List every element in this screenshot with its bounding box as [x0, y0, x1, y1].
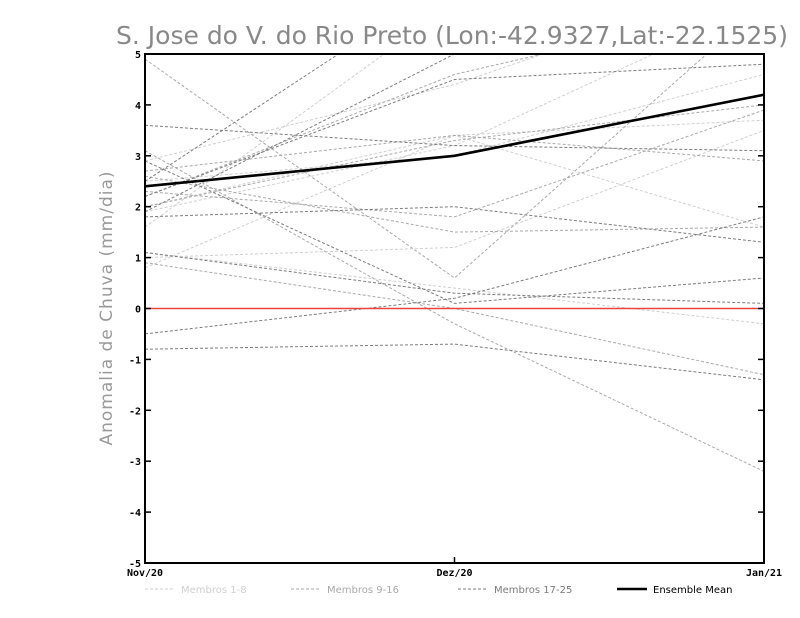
chart-title: S. Jose do V. do Rio Preto (Lon:-42.9327…	[116, 21, 788, 50]
y-tick-label: -3	[129, 457, 141, 468]
member-series-line-6	[145, 252, 764, 325]
member-series-line-15	[145, 150, 764, 472]
member-series-line-1	[145, 54, 545, 162]
y-axis-label: Anomalia de Chuva (mm/dia)	[97, 170, 117, 445]
y-tick-label: 5	[135, 50, 141, 61]
mean-layer	[145, 93, 764, 188]
y-tick-label: 0	[135, 305, 141, 316]
member-series-line-23	[145, 63, 764, 197]
member-series-line-17	[145, 124, 764, 152]
legend-label: Membros 17-25	[494, 585, 572, 596]
y-tick-label: -1	[129, 355, 141, 366]
series-layer	[145, 54, 764, 472]
member-series-line-24	[145, 54, 458, 213]
member-series-line-22	[145, 160, 764, 304]
member-series-line-18	[145, 206, 764, 243]
legend-label: Ensemble Mean	[653, 585, 732, 596]
y-tick-label: 1	[135, 254, 141, 265]
member-series-line-5	[145, 119, 764, 208]
member-series-line-21	[145, 343, 764, 381]
member-series-line-20	[145, 252, 764, 304]
x-tick-label: Dez/20	[436, 568, 472, 579]
member-series-line-11	[145, 175, 764, 233]
y-tick-label: 4	[135, 101, 141, 112]
legend: Membros 1-8 Membros 9-16 Membros 17-25 Ense…	[145, 585, 732, 596]
member-series-line-9	[145, 134, 764, 172]
x-tick-label: Jan/21	[746, 568, 782, 579]
y-axis-ticks: 5 4 3 2 1 0 -1 -2 -3 -4 -5	[129, 50, 764, 570]
legend-label: Membros 9-16	[327, 585, 399, 596]
legend-label: Membros 1-8	[181, 585, 247, 596]
y-tick-label: -2	[129, 406, 141, 417]
y-tick-label: -5	[129, 559, 141, 570]
y-tick-label: 2	[135, 203, 141, 214]
member-series-line-12	[145, 104, 764, 208]
x-tick-label: Nov/20	[127, 568, 163, 579]
member-series-line-19	[145, 216, 764, 335]
member-series-line-13	[145, 109, 764, 218]
member-series-line-16	[145, 54, 546, 197]
member-series-line-3	[145, 129, 764, 259]
ensemble-mean-line	[145, 93, 764, 188]
x-axis-ticks: Nov/20 Dez/20 Jan/21	[127, 557, 782, 579]
member-series-line-10	[145, 54, 708, 279]
member-series-line-14	[145, 262, 764, 376]
y-tick-label: 3	[135, 152, 141, 163]
y-tick-label: -4	[129, 508, 141, 519]
member-series-line-8	[145, 54, 386, 228]
